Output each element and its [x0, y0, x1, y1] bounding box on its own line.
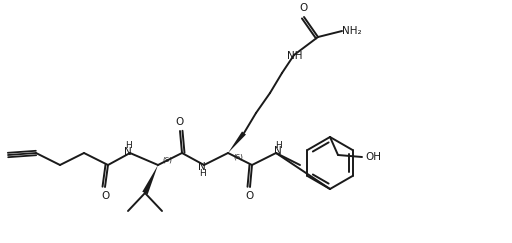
Text: OH: OH	[365, 152, 381, 162]
Polygon shape	[228, 131, 246, 153]
Text: (S): (S)	[162, 157, 172, 163]
Text: O: O	[101, 191, 109, 201]
Text: H: H	[199, 168, 205, 177]
Text: NH₂: NH₂	[342, 26, 362, 36]
Polygon shape	[142, 165, 158, 194]
Text: N: N	[198, 162, 206, 172]
Text: O: O	[176, 117, 184, 127]
Text: N: N	[274, 146, 282, 156]
Text: N: N	[124, 147, 132, 157]
Text: O: O	[299, 3, 307, 13]
Text: NH: NH	[287, 51, 303, 61]
Text: (S): (S)	[233, 154, 243, 160]
Text: O: O	[246, 191, 254, 201]
Text: H: H	[274, 140, 282, 149]
Text: H: H	[124, 141, 132, 150]
